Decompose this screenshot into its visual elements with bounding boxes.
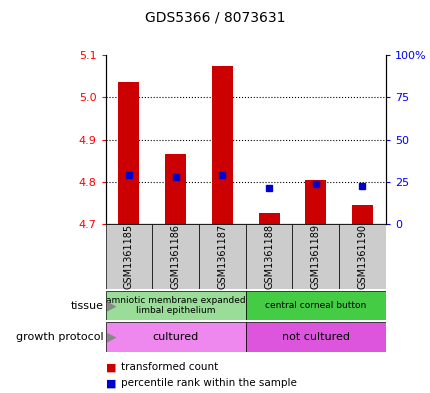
Text: GSM1361187: GSM1361187 <box>217 224 227 289</box>
Text: GSM1361186: GSM1361186 <box>170 224 180 289</box>
Bar <box>245 291 385 320</box>
Text: ▶: ▶ <box>103 299 117 312</box>
Bar <box>211 66 232 224</box>
Text: GDS5366 / 8073631: GDS5366 / 8073631 <box>145 11 285 25</box>
Bar <box>105 322 245 352</box>
Bar <box>245 224 292 289</box>
Text: transformed count: transformed count <box>120 362 218 373</box>
Bar <box>105 291 245 320</box>
Text: ■: ■ <box>105 362 116 373</box>
Text: amniotic membrane expanded
limbal epithelium: amniotic membrane expanded limbal epithe… <box>106 296 245 315</box>
Bar <box>258 213 279 224</box>
Text: GSM1361189: GSM1361189 <box>310 224 320 289</box>
Text: growth protocol: growth protocol <box>16 332 103 342</box>
Bar <box>165 154 186 224</box>
Text: cultured: cultured <box>152 332 198 342</box>
Text: GSM1361188: GSM1361188 <box>264 224 273 289</box>
Text: GSM1361185: GSM1361185 <box>124 224 134 289</box>
Text: ▶: ▶ <box>103 331 117 343</box>
Bar <box>105 224 152 289</box>
Bar <box>118 83 139 224</box>
Text: not cultured: not cultured <box>281 332 349 342</box>
Bar <box>245 322 385 352</box>
Text: central corneal button: central corneal button <box>264 301 366 310</box>
Bar <box>351 205 372 224</box>
Text: ■: ■ <box>105 378 116 388</box>
Bar <box>292 224 338 289</box>
Bar <box>338 224 385 289</box>
Text: GSM1361190: GSM1361190 <box>356 224 366 289</box>
Bar <box>304 180 326 224</box>
Text: percentile rank within the sample: percentile rank within the sample <box>120 378 296 388</box>
Bar <box>152 224 199 289</box>
Bar <box>199 224 245 289</box>
Text: tissue: tissue <box>70 301 103 310</box>
